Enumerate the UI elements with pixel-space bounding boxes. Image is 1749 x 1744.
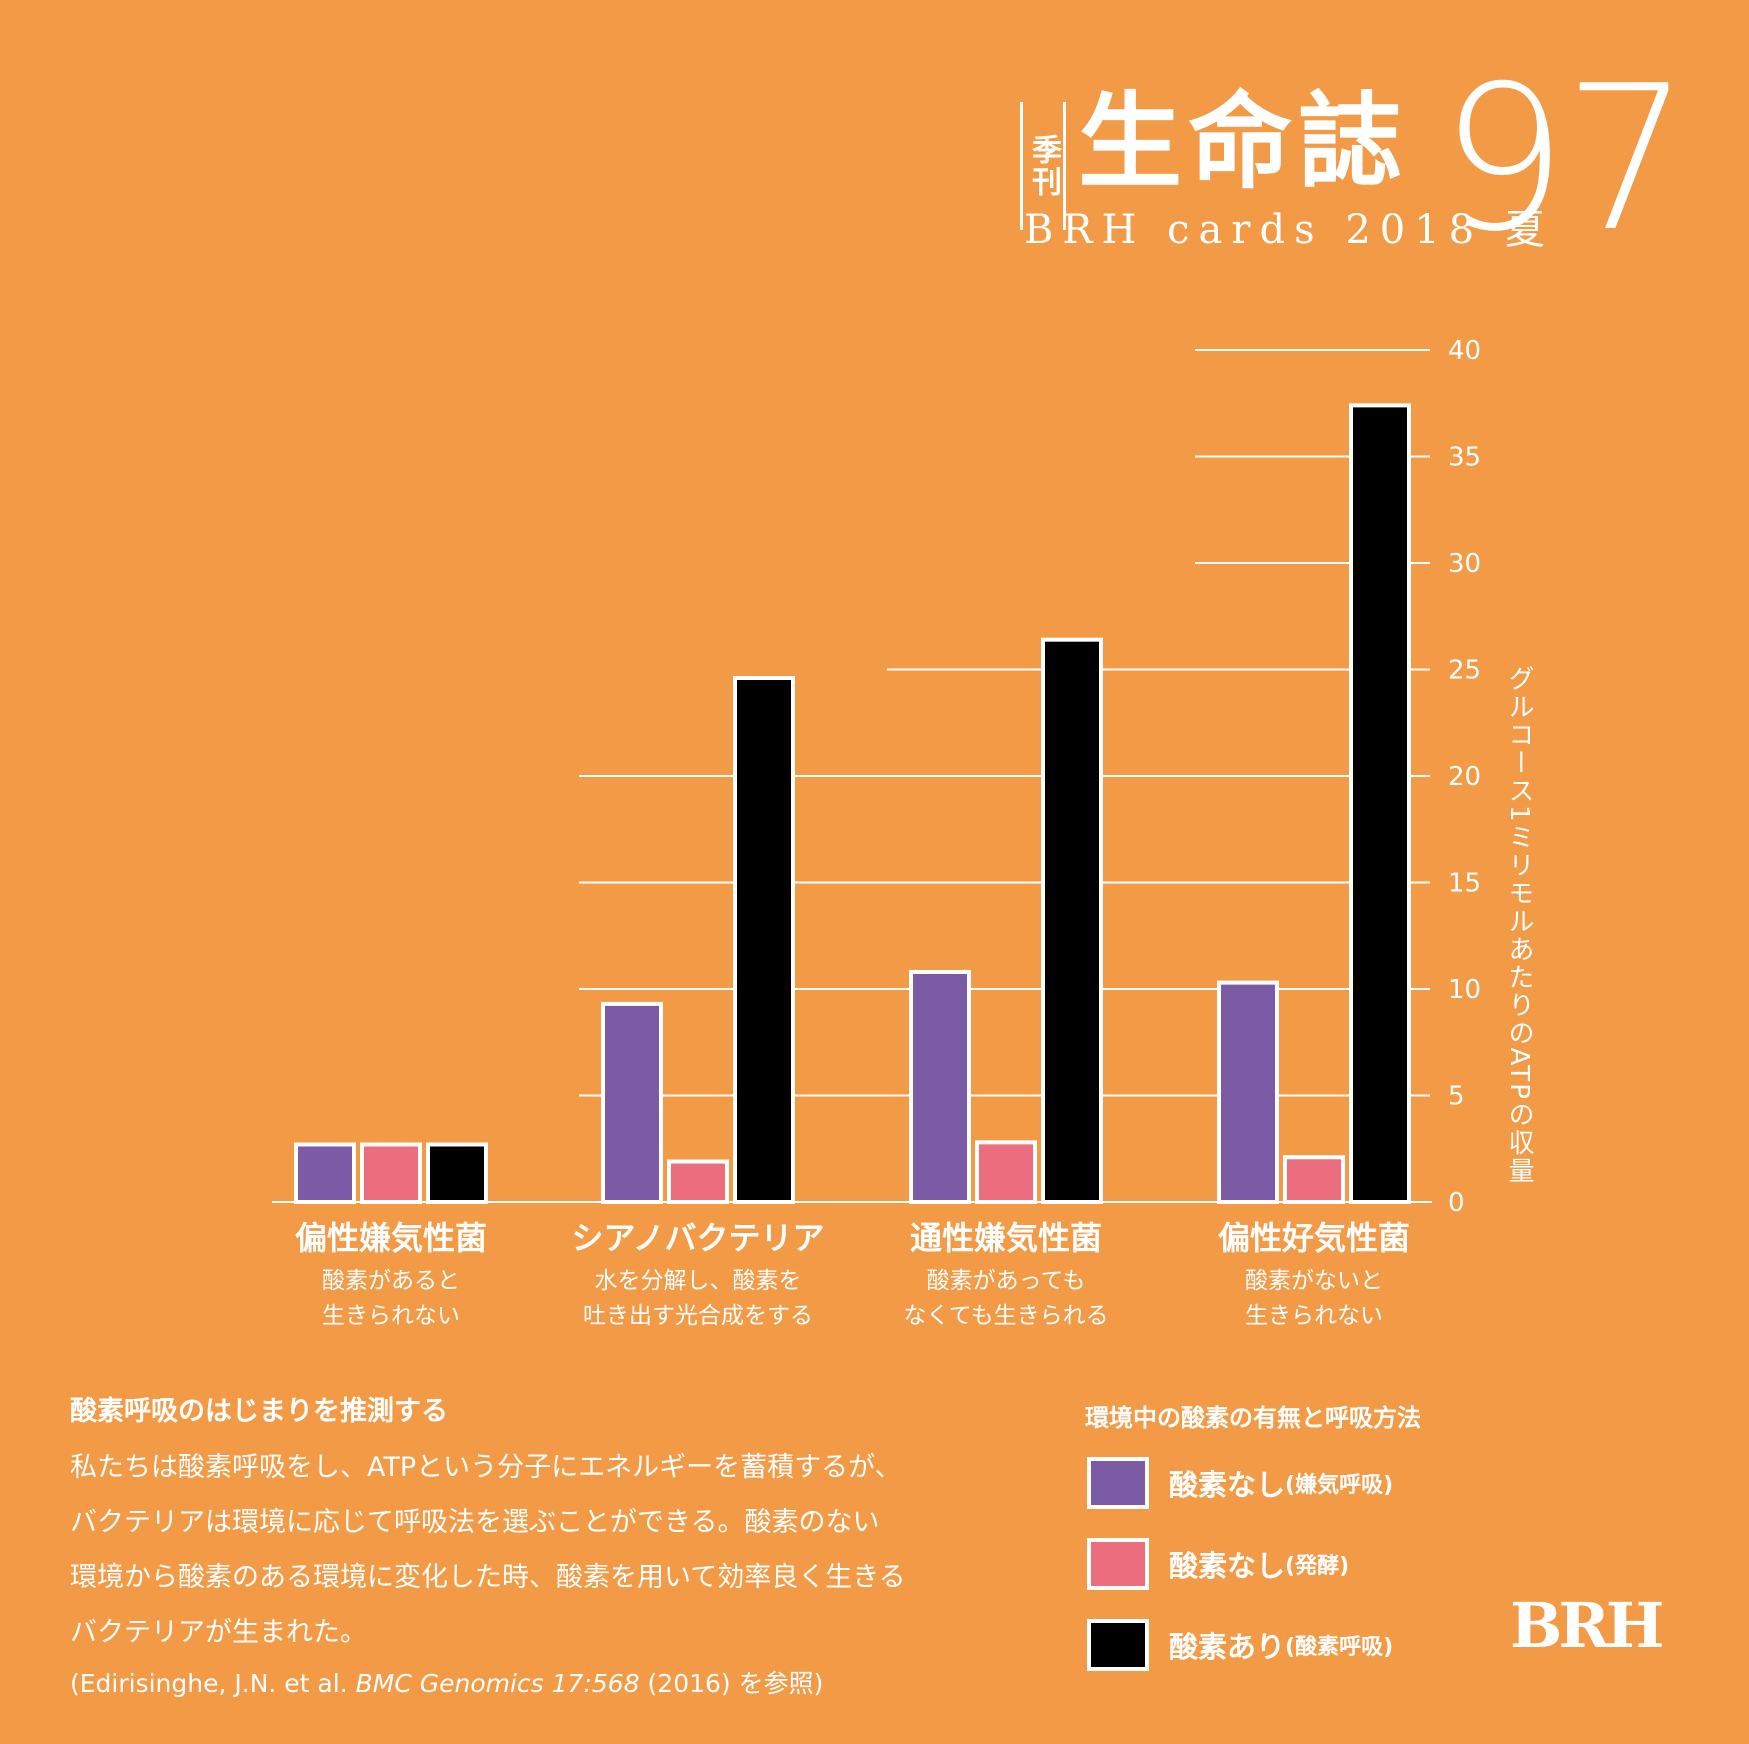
issue-number: 97: [1440, 43, 1690, 276]
legend-note: (嫌気呼吸): [1285, 1473, 1394, 1498]
legend-swatch-aerobic: [1087, 1619, 1149, 1671]
legend-note: (酸素呼吸): [1285, 1635, 1394, 1660]
bar-anaerobic: [1217, 980, 1279, 1204]
caption-body: 私たちは酸素呼吸をし、ATPという分子にエネルギーを蓄積するが、 バクテリアは環…: [70, 1440, 1060, 1660]
caption-line: バクテリアは環境に応じて呼吸法を選ぶことができる。酸素のない: [70, 1507, 880, 1538]
bar-aerobic: [1041, 637, 1103, 1204]
magazine-header: 季刊 生命誌 BRH cards 2018 夏 97: [1010, 60, 1710, 260]
y-axis-ticks: 0 5 10 15 20 25 30 35 40: [1448, 336, 1481, 1218]
category-description: 酸素があっても なくても生きられる: [846, 1264, 1166, 1334]
category-description-line: 酸素がないと: [1245, 1268, 1383, 1294]
y-tick-label: 25: [1448, 656, 1481, 686]
reference: (Edirisinghe, J.N. et al. BMC Genomics 1…: [70, 1662, 1060, 1706]
category-label: シアノバクテリア水を分解し、酸素を 吐き出す光合成をする: [538, 1218, 858, 1334]
bar-fermentation: [975, 1140, 1037, 1204]
category-name: 偏性嫌気性菌: [294, 1219, 487, 1257]
caption-line: 私たちは酸素呼吸をし、ATPという分子にエネルギーを蓄積するが、: [70, 1452, 902, 1483]
grid-lines: [579, 349, 1430, 1097]
magazine-title: 生命誌: [1078, 80, 1409, 203]
category-description: 酸素があると 生きられない: [231, 1264, 551, 1334]
legend-label: 酸素あり: [1169, 1630, 1286, 1664]
category-label: 偏性嫌気性菌酸素があると 生きられない: [231, 1218, 551, 1334]
caption: 酸素呼吸のはじまりを推測する 私たちは酸素呼吸をし、ATPという分子にエネルギー…: [70, 1390, 1060, 1706]
legend-item-aerobic: 酸素あり (酸素呼吸): [1087, 1616, 1393, 1674]
bars: [294, 403, 1411, 1205]
caption-heading: 酸素呼吸のはじまりを推測する: [70, 1396, 448, 1427]
legend-label: 酸素なし: [1169, 1549, 1286, 1583]
legend-title: 環境中の酸素の有無と呼吸方法: [1085, 1404, 1421, 1432]
category-description-line: 水を分解し、酸素を: [594, 1268, 802, 1294]
y-tick-label: 0: [1448, 1188, 1465, 1218]
y-tick-label: 5: [1448, 1082, 1465, 1112]
caption-line: 環境から酸素のある環境に変化した時、酸素を用いて効率良く生きる: [70, 1562, 906, 1593]
y-tick-label: 35: [1448, 443, 1481, 473]
category-description: 水を分解し、酸素を 吐き出す光合成をする: [538, 1264, 858, 1334]
category-description-line: 酸素があると: [322, 1268, 460, 1294]
category-description: 酸素がないと 生きられない: [1154, 1264, 1474, 1334]
reference-prefix: (Edirisinghe, J.N. et al.: [70, 1669, 356, 1698]
legend-note: (発酵): [1285, 1554, 1350, 1579]
category-name: 偏性好気性菌: [1217, 1219, 1410, 1257]
bar-anaerobic: [294, 1142, 356, 1204]
legend: 環境中の酸素の有無と呼吸方法 酸素なし (嫌気呼吸) 酸素なし (発酵) 酸素あり(…: [1085, 1400, 1505, 1671]
category-description-line: 酸素があっても: [926, 1268, 1086, 1294]
y-tick-label: 15: [1448, 869, 1481, 899]
quarterly-tag: 季刊: [1020, 102, 1066, 230]
y-tick-label: 40: [1448, 336, 1481, 366]
category-description-line: 生きられない: [1245, 1303, 1383, 1329]
category-description-line: なくても生きられる: [903, 1303, 1109, 1329]
bar-fermentation: [1283, 1155, 1345, 1205]
y-tick-label: 30: [1448, 549, 1481, 579]
bar-aerobic: [426, 1142, 488, 1204]
y-tick-label: 20: [1448, 762, 1481, 792]
category-label: 通性嫌気性菌酸素があっても なくても生きられる: [846, 1218, 1166, 1334]
caption-line: バクテリアが生まれた。: [70, 1617, 367, 1648]
legend-item-fermentation: 酸素なし (発酵): [1087, 1535, 1349, 1593]
bar-aerobic: [733, 676, 795, 1204]
bar-anaerobic: [601, 1001, 663, 1204]
category-name: シアノバクテリア: [571, 1219, 825, 1257]
y-tick-label: 10: [1448, 975, 1481, 1005]
category-description-line: 生きられない: [322, 1303, 460, 1329]
brh-logo: BRH: [1510, 1589, 1665, 1662]
quarterly-tag-text: 季刊: [1026, 134, 1061, 198]
reference-journal: BMC Genomics 17:568: [355, 1669, 640, 1698]
bar-fermentation: [360, 1142, 422, 1204]
category-label: 偏性好気性菌酸素がないと 生きられない: [1154, 1218, 1474, 1334]
bar-anaerobic: [909, 969, 971, 1205]
category-name: 通性嫌気性菌: [909, 1219, 1102, 1257]
bar-aerobic: [1349, 403, 1411, 1204]
legend-label: 酸素なし: [1169, 1468, 1286, 1502]
legend-swatch-fermentation: [1087, 1538, 1149, 1590]
magazine-subtitle: BRH cards 2018 夏: [1024, 207, 1554, 253]
y-axis-label: グルコース1ミリモルあたりのATPの収量: [1504, 665, 1534, 1185]
category-description-line: 吐き出す光合成をする: [583, 1303, 813, 1329]
reference-suffix: (2016) を参照): [639, 1669, 824, 1698]
legend-swatch-anaerobic: [1087, 1457, 1149, 1509]
legend-item-anaerobic: 酸素なし (嫌気呼吸): [1087, 1454, 1393, 1512]
bar-fermentation: [667, 1159, 729, 1205]
